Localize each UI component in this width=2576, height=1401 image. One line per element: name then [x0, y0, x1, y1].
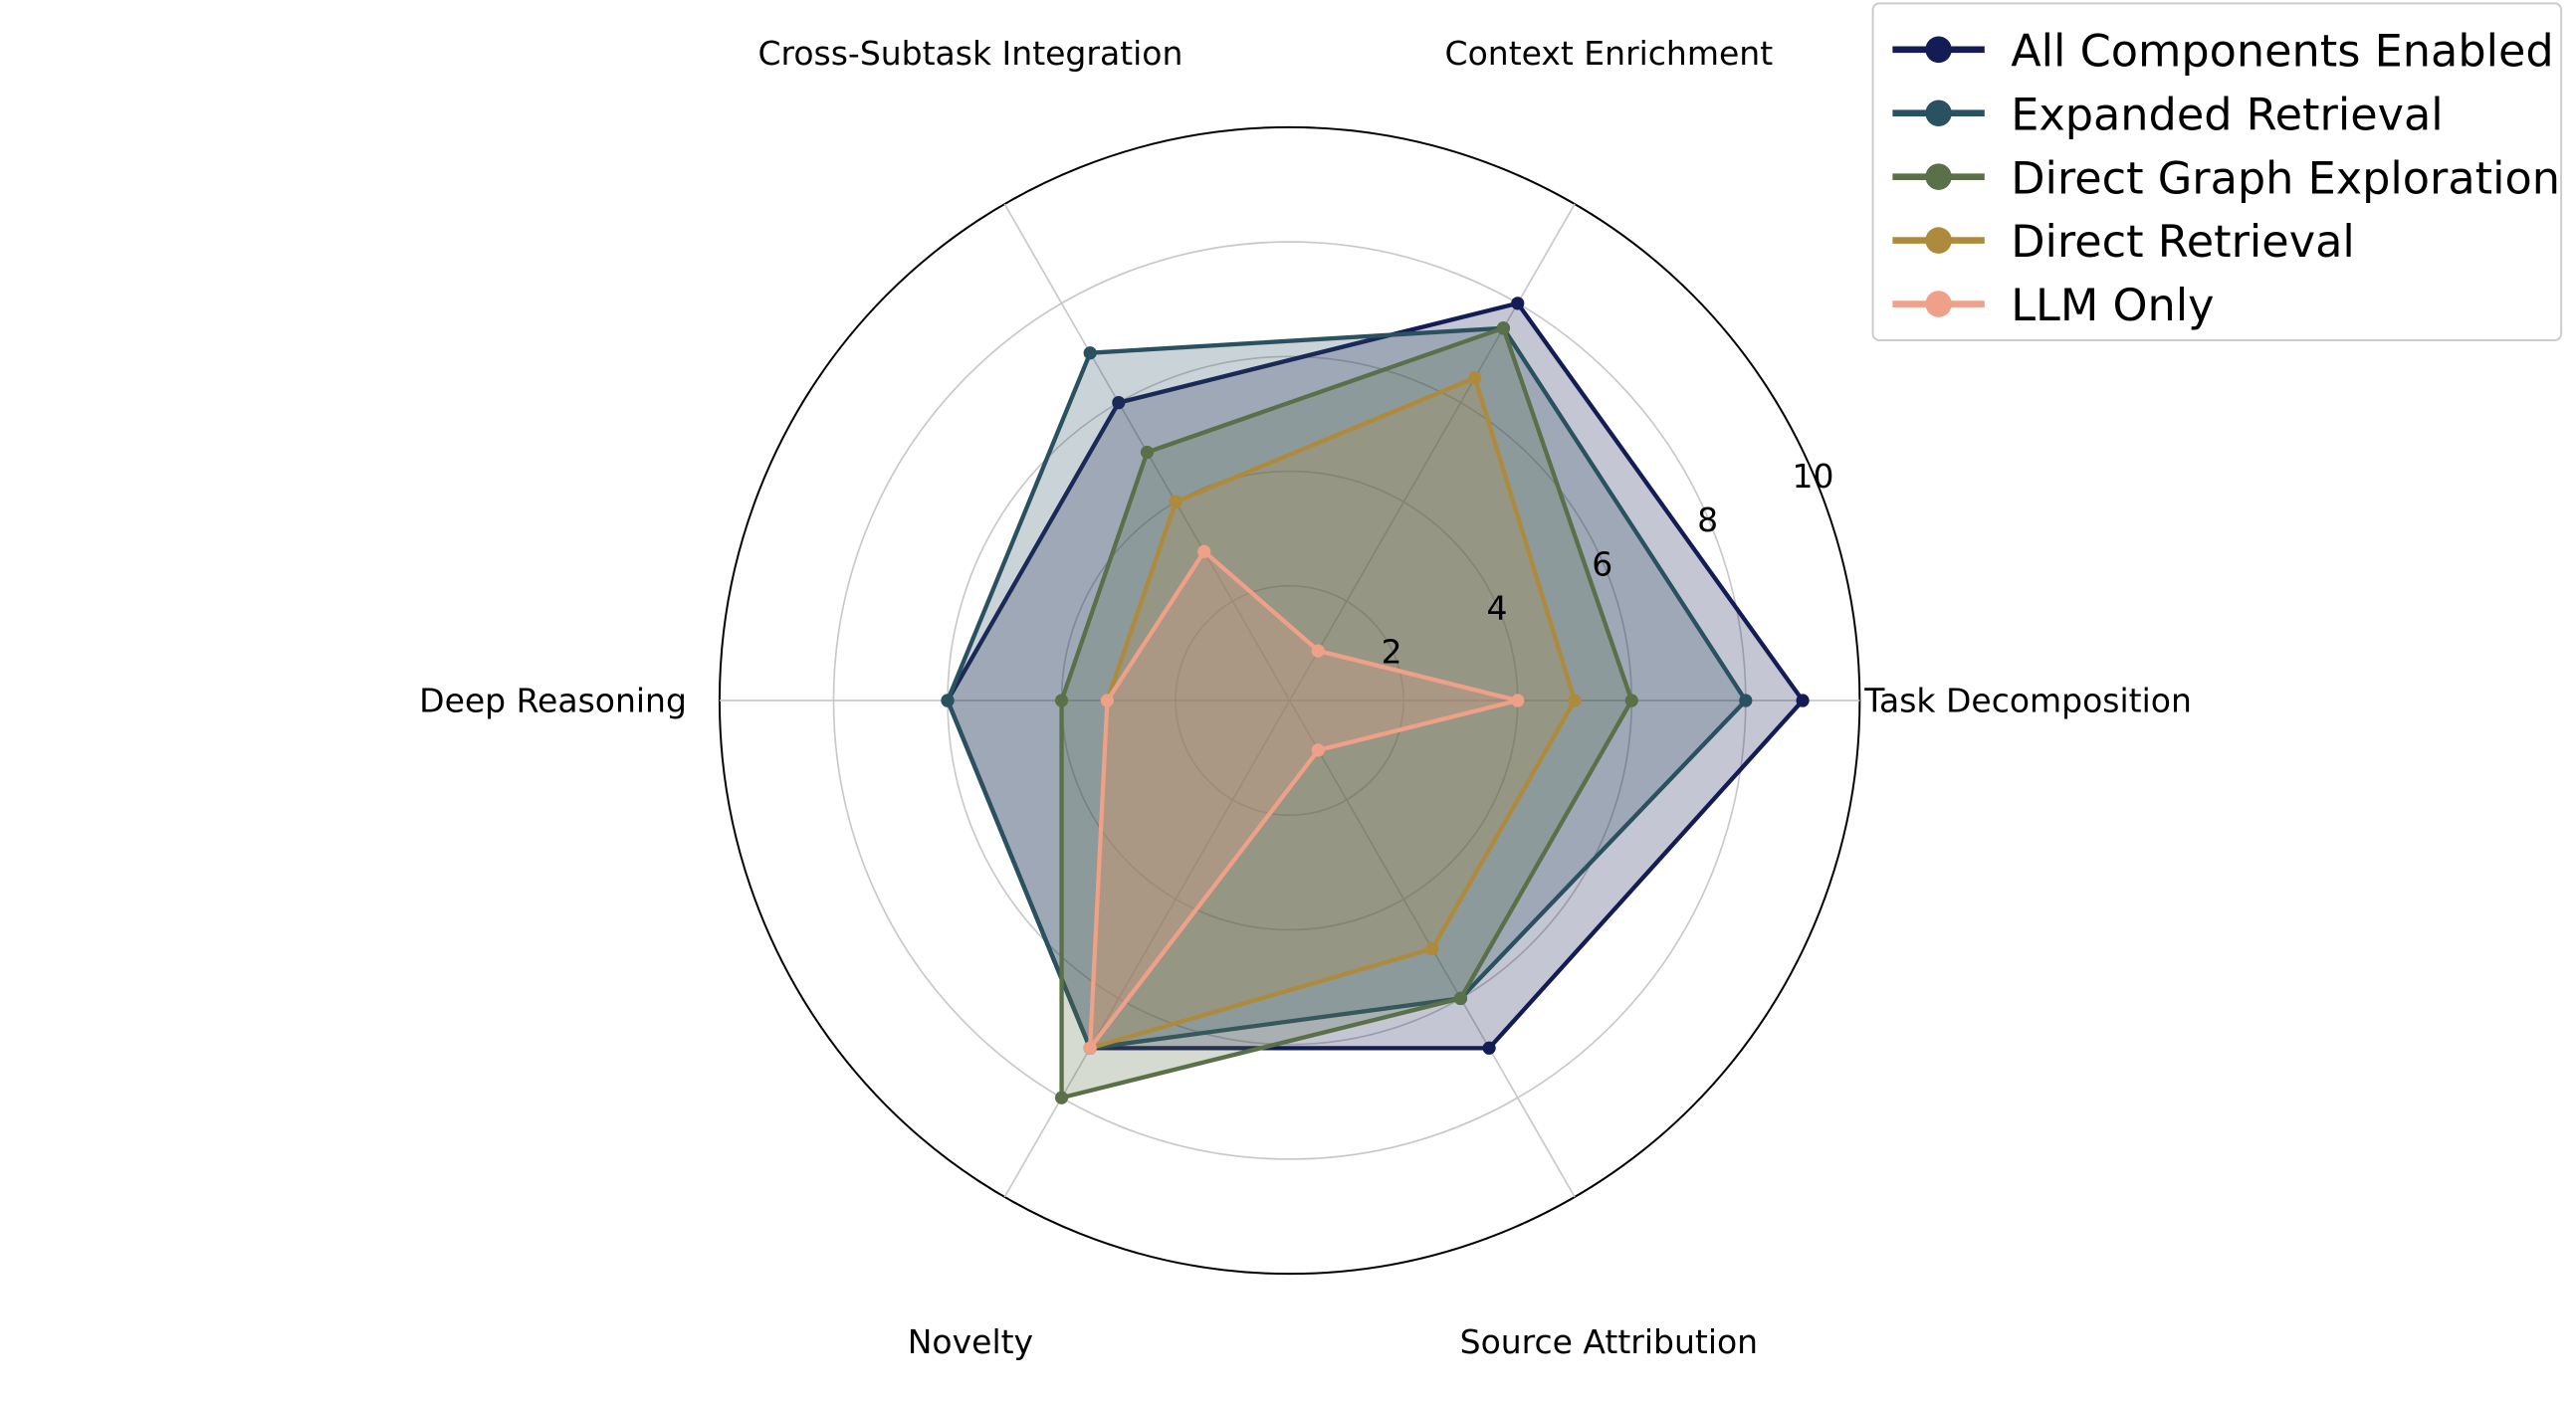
chart-legend: All Components Enabled Expanded Retrieval…	[1871, 2, 2563, 342]
data-point	[941, 694, 955, 707]
series-llm-only	[1083, 544, 1525, 1055]
legend-item: All Components Enabled	[1892, 25, 2554, 77]
legend-label: Direct Retrieval	[2011, 216, 2355, 268]
axis-spoke	[1288, 203, 1576, 701]
legend-marker	[1925, 227, 1952, 254]
series-direct-graph-exploration	[1054, 321, 1638, 1104]
radial-tick-label: 2	[1382, 632, 1402, 671]
legend-item: Direct Retrieval	[1892, 216, 2355, 268]
data-point	[1112, 395, 1126, 410]
series-area	[1090, 377, 1576, 1049]
axis-label: Context Enrichment	[1445, 34, 1774, 73]
axis-spoke	[1003, 700, 1291, 1198]
data-point	[1511, 694, 1525, 707]
legend-marker	[1925, 100, 1952, 127]
legend-marker	[1925, 291, 1952, 317]
data-point	[1197, 544, 1211, 558]
radar-series-group	[941, 297, 1810, 1104]
radial-tick-label: 4	[1486, 588, 1507, 627]
radial-tick-label: 10	[1792, 457, 1833, 496]
data-point	[1140, 445, 1155, 460]
legend-label: LLM Only	[2011, 280, 2214, 331]
data-point	[1482, 1041, 1496, 1055]
radial-tick-label: 6	[1592, 544, 1612, 583]
axis-label: Source Attribution	[1460, 1322, 1758, 1361]
data-point	[1169, 495, 1182, 509]
legend-item: Expanded Retrieval	[1892, 89, 2444, 140]
data-point	[1054, 694, 1069, 707]
axis-label: Cross-Subtask Integration	[757, 34, 1182, 73]
data-point	[1083, 346, 1097, 360]
legend-marker	[1925, 36, 1952, 64]
legend-marker	[1925, 163, 1952, 190]
axis-label: Novelty	[908, 1322, 1033, 1361]
data-point	[1624, 694, 1638, 707]
legend-label: Direct Graph Exploration	[2011, 152, 2560, 204]
legend-label: Expanded Retrieval	[2011, 89, 2443, 140]
legend-box	[1871, 2, 2563, 342]
axis-label: Deep Reasoning	[419, 682, 687, 720]
legend-item: LLM Only	[1892, 280, 2215, 331]
data-point	[1100, 694, 1114, 707]
axis-label: Task Decomposition	[1863, 682, 2192, 720]
radar-labels: 2 4 6 8 10 Task Decomposition Context Enrichme…	[419, 34, 2192, 1361]
data-point	[1453, 991, 1468, 1006]
data-point	[1425, 941, 1439, 956]
data-point	[1054, 1091, 1069, 1104]
legend-item: Direct Graph Exploration	[1892, 152, 2560, 204]
data-point	[1739, 694, 1753, 707]
data-point	[1468, 371, 1482, 385]
series-area	[1061, 327, 1632, 1099]
data-point	[1796, 694, 1810, 707]
data-point	[1311, 743, 1325, 757]
data-point	[1568, 694, 1582, 707]
legend-label: All Components Enabled	[2011, 25, 2553, 77]
data-point	[1511, 297, 1525, 310]
series-area	[948, 327, 1746, 1049]
radial-tick-label: 8	[1697, 500, 1718, 539]
data-point	[1311, 644, 1325, 658]
data-point	[1083, 1041, 1097, 1055]
data-point	[1496, 321, 1511, 335]
